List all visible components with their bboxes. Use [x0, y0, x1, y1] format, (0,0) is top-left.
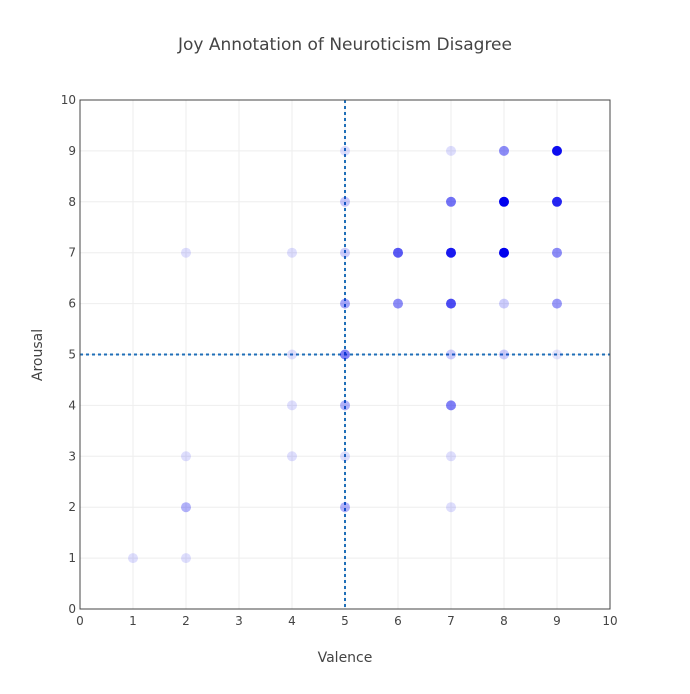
x-tick-label: 7: [447, 614, 455, 628]
data-point: [393, 247, 403, 258]
x-tick-label: 6: [394, 614, 402, 628]
data-point: [552, 196, 562, 207]
data-point: [446, 196, 456, 207]
x-tick-label: 3: [235, 614, 243, 628]
y-tick-label: 1: [68, 551, 76, 565]
y-tick-label: 4: [68, 398, 76, 412]
data-point: [446, 349, 456, 360]
data-point: [446, 451, 456, 462]
data-point: [499, 196, 509, 207]
data-point: [340, 145, 350, 156]
data-point: [446, 502, 456, 513]
y-tick-label: 0: [68, 602, 76, 616]
x-tick-label: 0: [76, 614, 84, 628]
x-tick-label: 10: [602, 614, 617, 628]
y-axis-label: Arousal: [30, 329, 46, 381]
y-tick-label: 3: [68, 449, 76, 463]
plot-frame: [79, 99, 611, 610]
y-tick-label: 9: [68, 144, 76, 158]
y-tick-label: 5: [68, 348, 76, 362]
x-tick-label: 1: [129, 614, 137, 628]
data-point: [340, 451, 350, 462]
data-point: [287, 349, 297, 360]
data-point: [181, 553, 191, 564]
data-point: [499, 247, 509, 258]
data-point: [552, 247, 562, 258]
data-point: [340, 502, 350, 513]
y-tick-label: 2: [68, 500, 76, 514]
y-tick-label: 10: [61, 93, 76, 107]
y-tick-label: 8: [68, 195, 76, 209]
data-point: [340, 298, 350, 309]
data-point: [552, 145, 562, 156]
data-point: [181, 247, 191, 258]
x-tick-label: 4: [288, 614, 296, 628]
data-point: [340, 349, 350, 360]
data-point: [287, 247, 297, 258]
ticks: 0 1 2 3 4 5 6 7 8 9 10 0 1 2 3 4 5 6 7 8 9 10: [61, 93, 618, 628]
x-tick-label: 2: [182, 614, 190, 628]
points: [128, 145, 562, 564]
data-point: [128, 553, 138, 564]
data-point: [340, 400, 350, 411]
data-point: [499, 298, 509, 309]
data-point: [393, 298, 403, 309]
data-point: [287, 451, 297, 462]
data-point: [446, 145, 456, 156]
data-point: [340, 196, 350, 207]
data-point: [181, 451, 191, 462]
chart-title: Joy Annotation of Neuroticism Disagree: [177, 35, 512, 55]
data-point: [499, 145, 509, 156]
x-tick-label: 8: [500, 614, 508, 628]
y-tick-label: 6: [68, 297, 76, 311]
data-point: [340, 247, 350, 258]
data-point: [446, 400, 456, 411]
data-point: [181, 502, 191, 513]
data-point: [287, 400, 297, 411]
data-point: [446, 247, 456, 258]
x-tick-label: 5: [341, 614, 349, 628]
data-point: [499, 349, 509, 360]
x-tick-label: 9: [553, 614, 561, 628]
x-axis-label: Valence: [318, 650, 373, 666]
y-tick-label: 7: [68, 246, 76, 260]
data-point: [552, 298, 562, 309]
data-point: [446, 298, 456, 309]
data-point: [552, 349, 562, 360]
